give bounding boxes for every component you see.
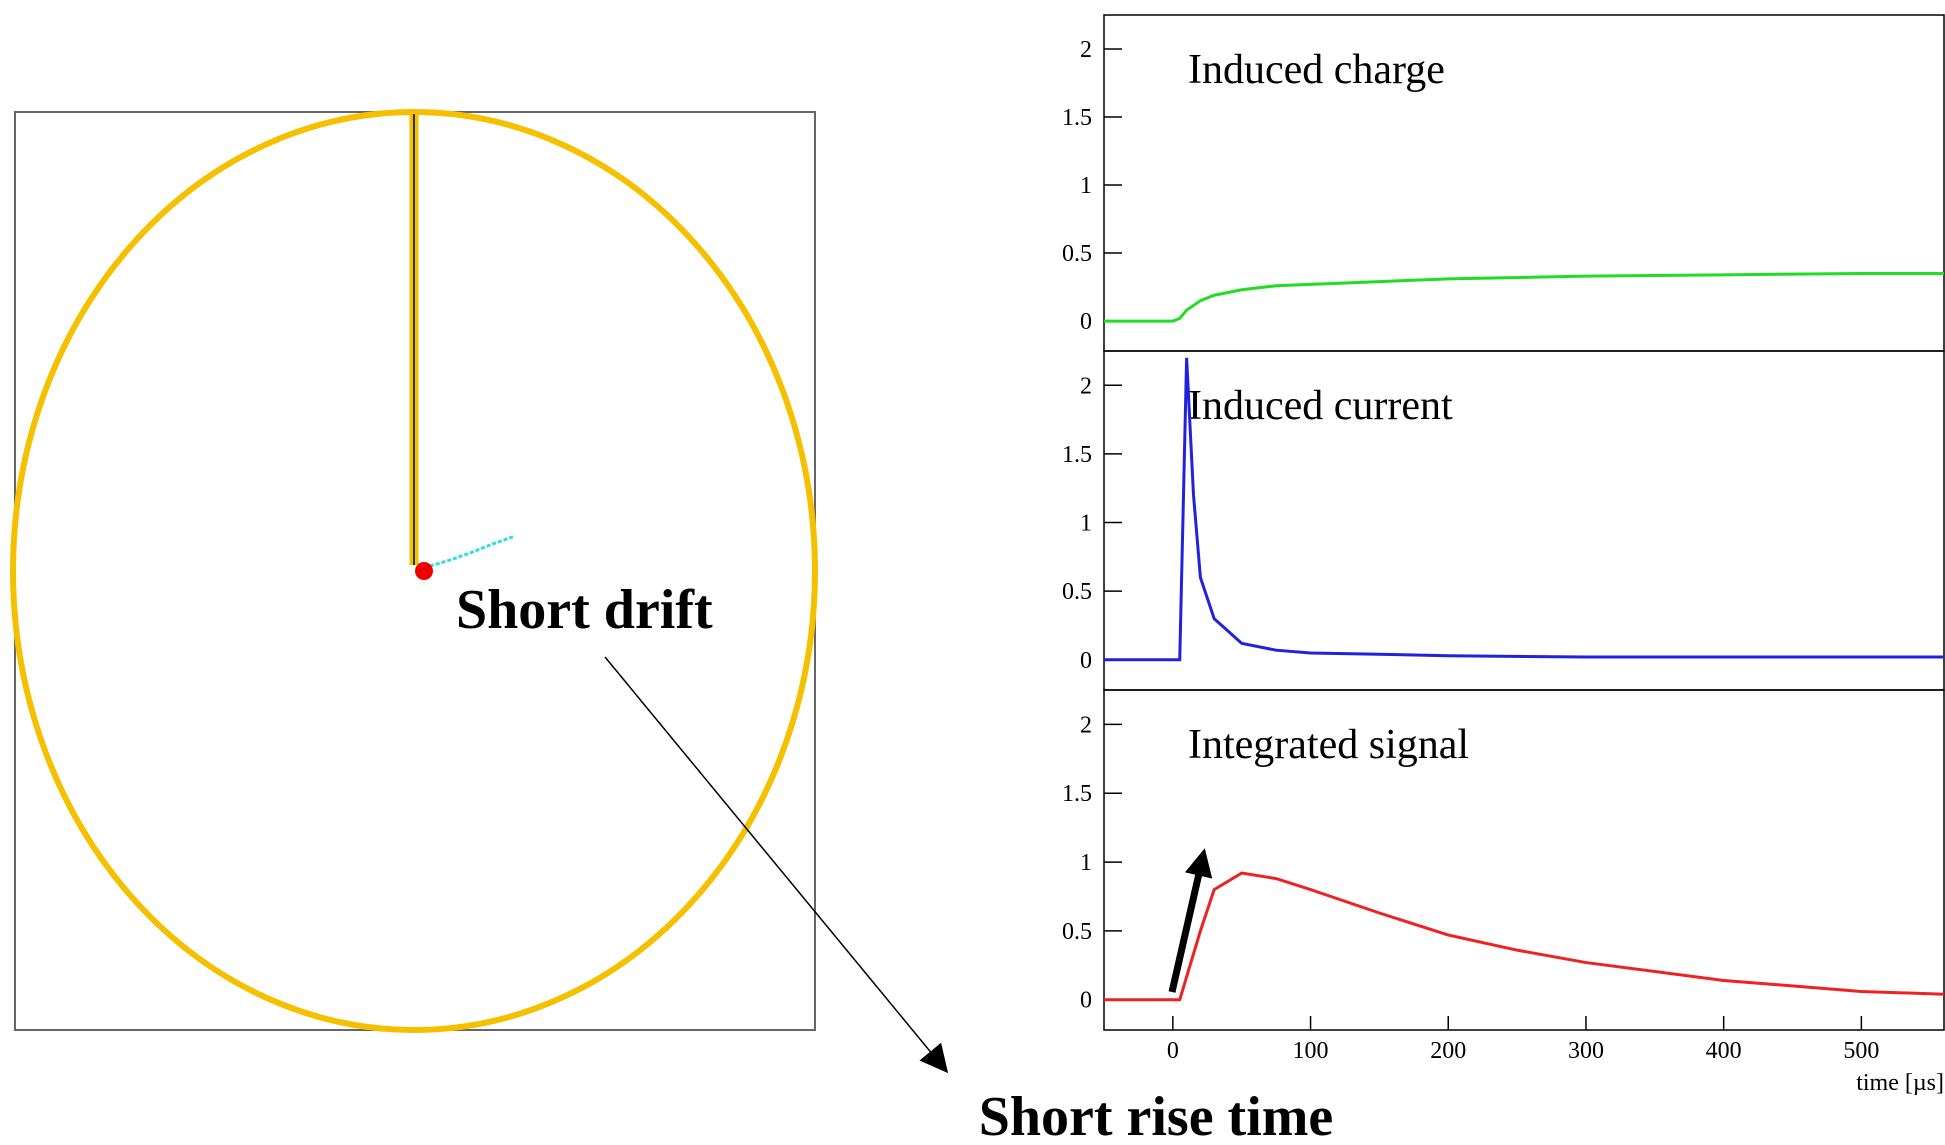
x-axis-label: time [µs] <box>1856 1070 1944 1096</box>
track <box>429 534 516 568</box>
panel-frame <box>1103 689 1945 1031</box>
panel-title: Integrated signal <box>1188 722 1469 768</box>
panel-title: Induced current <box>1188 383 1453 429</box>
y-tick-label: 1.5 <box>1062 781 1092 807</box>
y-tick-label: 2 <box>1080 712 1092 738</box>
signal-line <box>1104 357 1944 662</box>
signal-line <box>1104 871 1945 1002</box>
detector-wall <box>10 109 818 1033</box>
y-tick-label: 1 <box>1080 173 1092 199</box>
x-tick-label: 300 <box>1568 1038 1604 1064</box>
rise-arrow <box>1168 848 1213 993</box>
y-tick-label: 1.5 <box>1062 442 1092 468</box>
y-tick-label: 1 <box>1080 850 1092 876</box>
y-tick-label: 0 <box>1080 988 1092 1014</box>
detector-view: Short drift Short rise time <box>10 109 1334 1145</box>
arrow <box>604 656 949 1074</box>
y-tick-label: 2 <box>1080 37 1092 63</box>
x-tick-label: 200 <box>1430 1038 1466 1064</box>
y-tick-label: 2 <box>1080 373 1092 399</box>
charge-blob <box>415 562 433 580</box>
y-tick-label: 0.5 <box>1062 919 1092 945</box>
x-tick-label: 100 <box>1293 1038 1329 1064</box>
signal-plots: 0 0.5 1 1.5 2 Induced charge 0 0.5 1 1.5 2 Induced … <box>1062 14 1945 1096</box>
y-tick-label: 0.5 <box>1062 579 1092 605</box>
x-tick-label: 400 <box>1706 1038 1742 1064</box>
annotation: Short rise time <box>979 1086 1334 1145</box>
y-tick-label: 0 <box>1080 309 1092 335</box>
signal-line <box>1104 271 1944 323</box>
y-tick-label: 0.5 <box>1062 241 1092 267</box>
y-tick-label: 1 <box>1080 511 1092 537</box>
panel-title: Induced charge <box>1188 47 1445 93</box>
x-tick-label: 0 <box>1167 1038 1179 1064</box>
y-tick-label: 1.5 <box>1062 105 1092 131</box>
y-tick-label: 0 <box>1080 648 1092 674</box>
x-tick-label: 500 <box>1843 1038 1879 1064</box>
annotation: Short drift <box>456 579 713 641</box>
